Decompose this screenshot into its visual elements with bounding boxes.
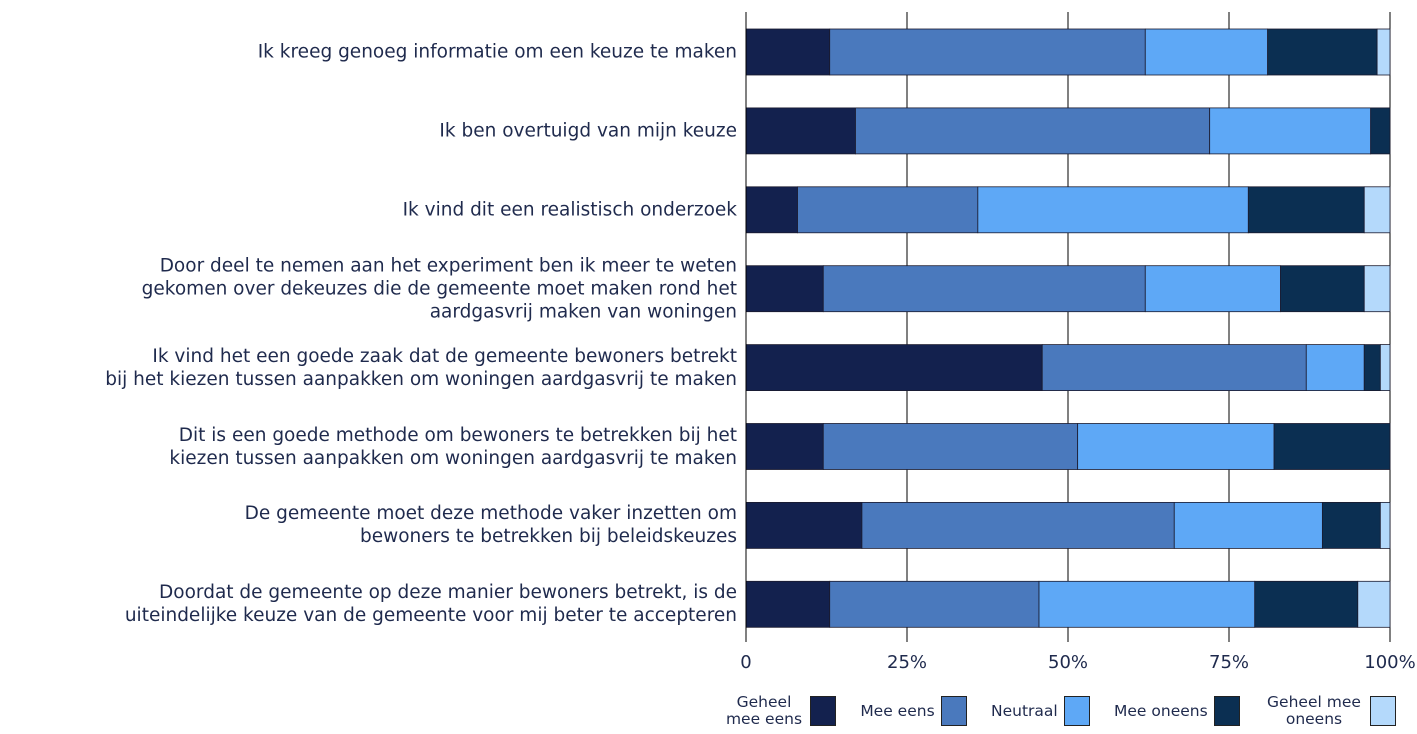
- bar-segment: [745, 423, 824, 470]
- legend-item: Mee oneens: [1114, 696, 1240, 726]
- bar-segment: [1376, 28, 1391, 76]
- category-label: Ik ben overtuigd van mijn keuze: [439, 120, 737, 142]
- x-tick-label: 0: [740, 652, 752, 673]
- category-label: Ik kreeg genoeg informatie om een keuze …: [257, 41, 737, 63]
- bar-segment: [1357, 580, 1391, 628]
- category-label: De gemeente moet deze methode vaker inze…: [244, 503, 737, 548]
- bar-segment: [1363, 344, 1381, 392]
- bar-segment: [745, 28, 831, 76]
- bar-segment: [745, 186, 798, 234]
- x-tick-label: 25%: [886, 652, 928, 673]
- bar-segment: [829, 28, 1146, 76]
- bar-segment: [1321, 501, 1381, 549]
- legend-item: Geheel mee oneens: [1264, 694, 1396, 728]
- legend-swatch: [1213, 696, 1240, 726]
- bar-segment: [1038, 580, 1256, 628]
- legend-item: Neutraal: [991, 696, 1090, 726]
- bar-segment: [1173, 501, 1323, 549]
- bar-segment: [829, 580, 1040, 628]
- bar-segment: [745, 580, 831, 628]
- bar-segment: [1209, 107, 1372, 155]
- bar-segment: [1077, 423, 1275, 470]
- bar-segment: [1247, 186, 1365, 234]
- bar-segment: [1267, 28, 1378, 76]
- bar-segment: [1144, 265, 1281, 313]
- bar-segment: [1144, 28, 1269, 76]
- legend-swatch: [940, 696, 967, 726]
- x-tick-label: 50%: [1047, 652, 1089, 673]
- bar-segment: [1363, 186, 1391, 234]
- category-label: Doordat de gemeente op deze manier bewon…: [124, 582, 737, 627]
- bar-segment: [745, 344, 1043, 392]
- bar-segment: [1379, 501, 1391, 549]
- bar-segment: [1254, 580, 1359, 628]
- bar-segment: [1363, 265, 1391, 313]
- x-tick-label: 100%: [1364, 652, 1416, 673]
- legend-item: Mee eens: [860, 696, 967, 726]
- bar-segment: [861, 501, 1175, 549]
- legend-swatch: [1063, 696, 1090, 726]
- bar-segment: [745, 107, 856, 155]
- bar-segment: [1273, 423, 1391, 470]
- bar-segment: [822, 265, 1146, 313]
- category-label: Ik vind dit een realistisch onderzoek: [402, 199, 737, 221]
- bar-segment: [977, 186, 1249, 234]
- bar-segment: [1041, 344, 1307, 392]
- legend-label: Mee oneens: [1114, 701, 1208, 720]
- legend-item: Geheel mee eens: [724, 694, 836, 728]
- bar-segment: [745, 265, 824, 313]
- category-label: Ik vind het een goede zaak dat de gemeen…: [105, 345, 737, 390]
- bar-segment: [1305, 344, 1365, 392]
- bar-segment: [1280, 265, 1365, 313]
- x-tick-label: 75%: [1208, 652, 1250, 673]
- bar-segment: [855, 107, 1211, 155]
- bar-segment: [1379, 344, 1391, 392]
- legend-label: Geheel mee eens: [725, 693, 803, 728]
- legend-swatch: [1369, 696, 1396, 726]
- bar-segment: [745, 501, 863, 549]
- bar-segment: [822, 423, 1079, 470]
- category-label: Door deel te nemen aan het experiment be…: [141, 255, 737, 323]
- category-label: Dit is een goede methode om bewoners te …: [169, 424, 737, 469]
- bar-segment: [1370, 107, 1391, 155]
- legend-label: Geheel mee oneens: [1267, 693, 1361, 728]
- bar-segment: [797, 186, 979, 234]
- legend-label: Mee eens: [860, 701, 935, 720]
- legend-label: Neutraal: [990, 701, 1058, 720]
- legend: Geheel mee eens Mee eens Neutraal Mee oneen…: [724, 694, 1396, 728]
- legend-swatch: [810, 696, 836, 726]
